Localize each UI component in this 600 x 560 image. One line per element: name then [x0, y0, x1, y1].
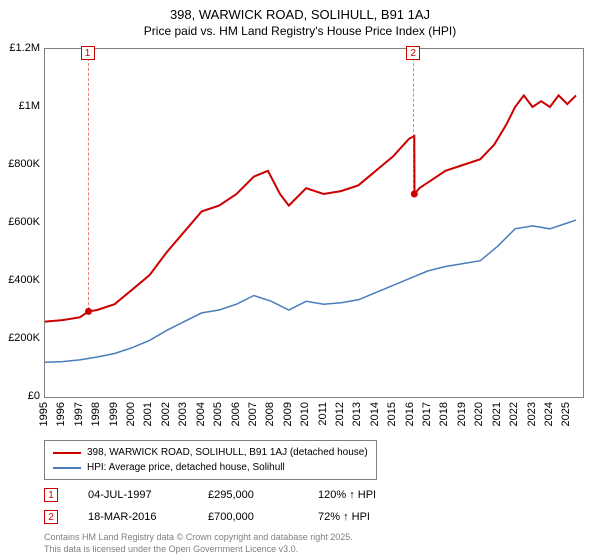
sale-marker-line	[413, 48, 414, 193]
sale-marker-line	[88, 48, 89, 310]
x-axis-label: 1999	[108, 402, 120, 426]
legend-item: 398, WARWICK ROAD, SOLIHULL, B91 1AJ (de…	[53, 445, 368, 460]
chart-lines	[45, 49, 583, 397]
x-axis-label: 2006	[230, 402, 242, 426]
sale-price: £700,000	[208, 511, 288, 523]
sale-row: 2 18-MAR-2016 £700,000 72% ↑ HPI	[44, 506, 408, 528]
sale-marker-box: 1	[81, 46, 95, 60]
x-axis-label: 2019	[456, 402, 468, 426]
footer-attribution: Contains HM Land Registry data © Crown c…	[44, 532, 353, 555]
y-axis-label: £200K	[0, 332, 40, 344]
x-axis-label: 2022	[508, 402, 520, 426]
y-axis-label: £400K	[0, 274, 40, 286]
y-axis-label: £800K	[0, 158, 40, 170]
sales-table: 1 04-JUL-1997 £295,000 120% ↑ HPI 2 18-MAR-20…	[44, 484, 408, 528]
x-axis-label: 2012	[334, 402, 346, 426]
sale-marker-icon: 2	[44, 510, 58, 524]
footer-line: This data is licensed under the Open Gov…	[44, 544, 353, 556]
sale-marker-icon: 1	[44, 488, 58, 502]
x-axis-label: 2004	[195, 402, 207, 426]
x-axis-label: 2009	[282, 402, 294, 426]
x-axis-label: 2015	[386, 402, 398, 426]
x-axis-label: 2023	[526, 402, 538, 426]
legend-label: 398, WARWICK ROAD, SOLIHULL, B91 1AJ (de…	[87, 445, 368, 460]
x-axis-label: 1996	[55, 402, 67, 426]
x-axis-label: 2001	[142, 402, 154, 426]
x-axis-label: 1998	[90, 402, 102, 426]
legend-item: HPI: Average price, detached house, Soli…	[53, 460, 368, 475]
footer-line: Contains HM Land Registry data © Crown c…	[44, 532, 353, 544]
x-axis-label: 2000	[125, 402, 137, 426]
sale-marker-box: 2	[406, 46, 420, 60]
x-axis-label: 2018	[438, 402, 450, 426]
legend-label: HPI: Average price, detached house, Soli…	[87, 460, 285, 475]
y-axis-label: £1M	[0, 100, 40, 112]
chart-subtitle: Price paid vs. HM Land Registry's House …	[0, 24, 600, 38]
x-axis-label: 2021	[491, 402, 503, 426]
x-axis-label: 2020	[473, 402, 485, 426]
sale-pct: 72% ↑ HPI	[318, 511, 408, 523]
y-axis-label: £1.2M	[0, 42, 40, 54]
y-axis-label: £0	[0, 390, 40, 402]
sale-price: £295,000	[208, 489, 288, 501]
x-axis-label: 2011	[317, 402, 329, 426]
x-axis-label: 2003	[177, 402, 189, 426]
y-axis-label: £600K	[0, 216, 40, 228]
x-axis-label: 1997	[73, 402, 85, 426]
x-axis-label: 2005	[212, 402, 224, 426]
legend-swatch	[53, 452, 81, 454]
sale-date: 18-MAR-2016	[88, 511, 178, 523]
x-axis-label: 2014	[369, 402, 381, 426]
x-axis-label: 2025	[560, 402, 572, 426]
sale-row: 1 04-JUL-1997 £295,000 120% ↑ HPI	[44, 484, 408, 506]
x-axis-label: 2017	[421, 402, 433, 426]
legend-swatch	[53, 467, 81, 469]
sale-date: 04-JUL-1997	[88, 489, 178, 501]
legend: 398, WARWICK ROAD, SOLIHULL, B91 1AJ (de…	[44, 440, 377, 480]
x-axis-label: 1995	[38, 402, 50, 426]
x-axis-label: 2016	[404, 402, 416, 426]
x-axis-label: 2010	[299, 402, 311, 426]
x-axis-label: 2013	[351, 402, 363, 426]
plot-area	[44, 48, 584, 398]
x-axis-label: 2007	[247, 402, 259, 426]
x-axis-label: 2008	[264, 402, 276, 426]
sale-pct: 120% ↑ HPI	[318, 489, 408, 501]
x-axis-label: 2024	[543, 402, 555, 426]
chart-title: 398, WARWICK ROAD, SOLIHULL, B91 1AJ	[0, 0, 600, 24]
x-axis-label: 2002	[160, 402, 172, 426]
